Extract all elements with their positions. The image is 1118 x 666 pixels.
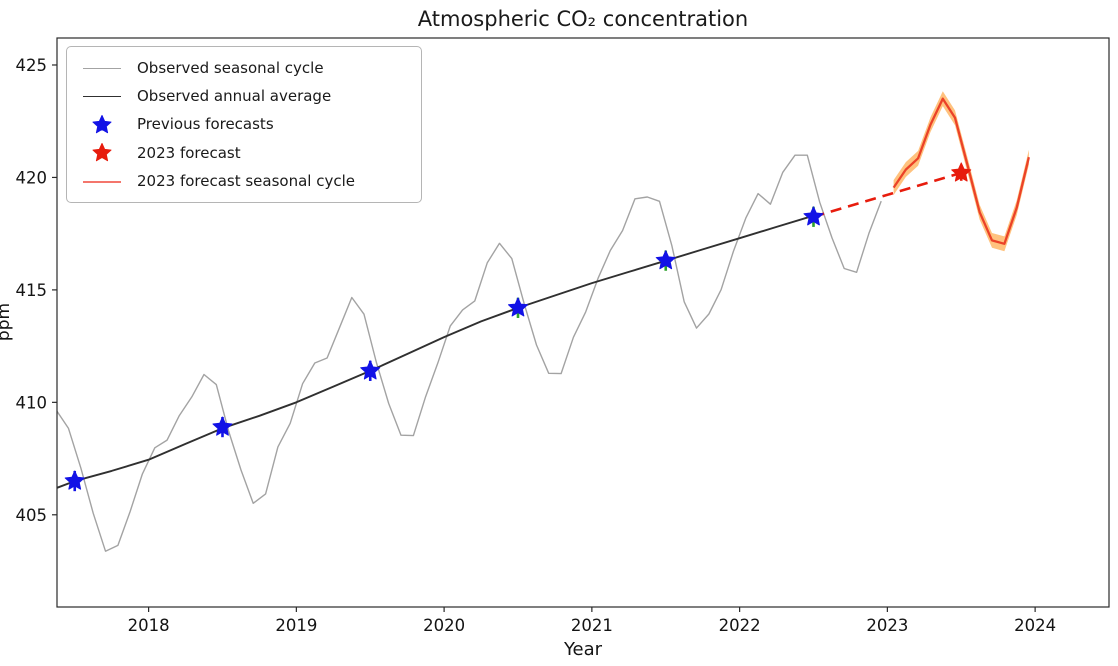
previous-forecast-star: [507, 297, 528, 317]
y-tick-label: 420: [16, 168, 48, 187]
y-tick-label: 415: [16, 281, 48, 300]
observed-seasonal-line: [57, 154, 882, 552]
previous-forecast-star: [655, 250, 676, 270]
previous-forecast-star: [64, 470, 85, 490]
star-icon: [92, 114, 112, 134]
x-tick-label: 2018: [128, 616, 170, 635]
plot-markers: [64, 162, 972, 492]
x-axis-label: Year: [563, 639, 603, 660]
forecast-seasonal-line: [892, 97, 1031, 245]
legend-star-icon: [77, 142, 127, 164]
chart-title: Atmospheric CO₂ concentration: [418, 7, 748, 31]
y-tick-label: 425: [16, 56, 48, 75]
legend-item: Previous forecasts: [77, 111, 411, 139]
y-tick-label: 410: [16, 393, 48, 412]
x-tick-label: 2021: [571, 616, 613, 635]
legend: Observed seasonal cycle Observed annual a…: [66, 46, 422, 203]
x-tick-label: 2022: [719, 616, 761, 635]
legend-item-label: Observed seasonal cycle: [137, 58, 324, 77]
x-tick-label: 2020: [423, 616, 465, 635]
legend-item: 2023 forecast: [77, 139, 411, 167]
observed-annual-line: [57, 214, 814, 489]
x-tick-label: 2023: [866, 616, 908, 635]
star-icon: [92, 143, 112, 162]
legend-line-sample: [77, 96, 127, 98]
legend-item-label: Observed annual average: [137, 87, 332, 106]
previous-forecast-star: [212, 416, 233, 436]
legend-line-sample: [77, 180, 127, 183]
plot-border: [56, 37, 1110, 608]
legend-line-sample-stroke: [83, 96, 121, 98]
legend-item: Observed seasonal cycle: [77, 54, 411, 82]
x-tick-label: 2019: [275, 616, 317, 635]
legend-item-label: 2023 forecast: [137, 143, 241, 162]
forecast-dashed-link: [813, 171, 962, 219]
previous-forecast-star: [803, 206, 824, 226]
axes: 2018 2019 2020 2021 2022 2023 2024 405 410 415 420…: [16, 56, 1057, 635]
legend-star-icon: [77, 114, 127, 136]
legend-line-sample-stroke: [83, 67, 121, 69]
forecast-2023-star: [951, 162, 972, 182]
legend-item-label: Previous forecasts: [137, 115, 274, 134]
legend-item: Observed annual average: [77, 82, 411, 110]
legend-item-label: 2023 forecast seasonal cycle: [137, 172, 355, 191]
previous-forecast-star: [360, 360, 381, 380]
plot-series: [57, 91, 1031, 552]
legend-line-sample: [77, 67, 127, 69]
x-tick-label: 2024: [1014, 616, 1056, 635]
legend-item: 2023 forecast seasonal cycle: [77, 168, 411, 196]
legend-line-sample-stroke: [83, 180, 121, 183]
y-axis-label: ppm: [0, 303, 14, 341]
y-tick-label: 405: [16, 506, 48, 525]
